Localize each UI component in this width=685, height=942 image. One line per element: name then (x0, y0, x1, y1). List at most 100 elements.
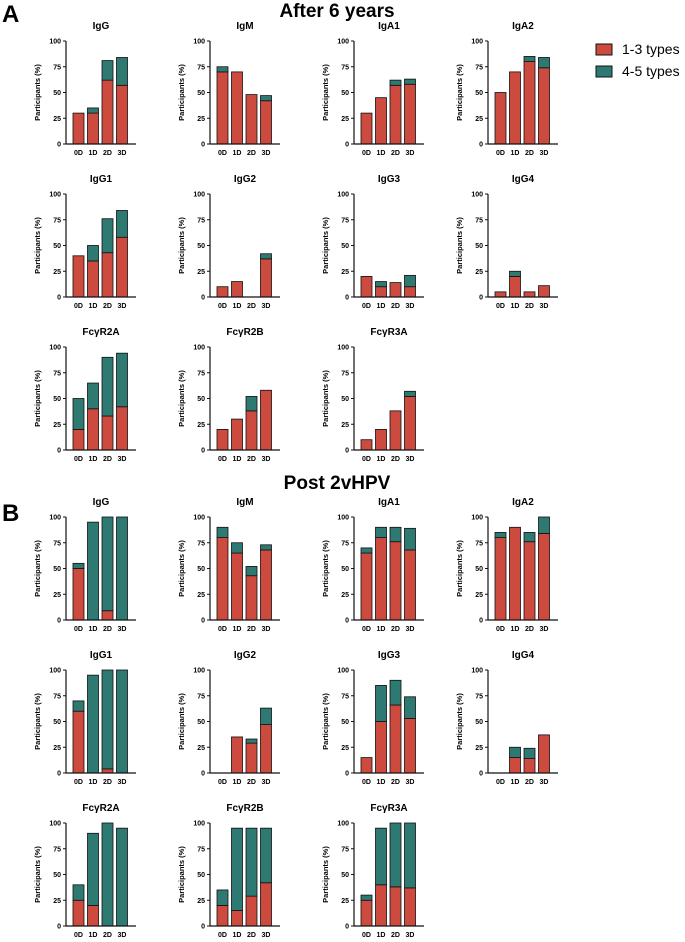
chart-after-6-years-igg-ylabel: Participants (%) (33, 64, 42, 121)
chart-after-6-years-iga1-bar-3d-1-3-types (404, 83, 416, 145)
chart-post-2vhpv-fcgr2b-ytick-label-0: 0 (201, 924, 205, 931)
panel-letter-b: B (2, 500, 19, 527)
chart-post-2vhpv-igg-bar-0d-1-3-types (72, 568, 85, 621)
chart-after-6-years-fcgr2b-ylabel: Participants (%) (177, 370, 186, 427)
legend-swatch-1-3-types (595, 43, 613, 56)
chart-after-6-years-fcgr2a-ytick-label-75: 75 (53, 370, 61, 377)
chart-post-2vhpv-igg3-title: IgG3 (378, 650, 401, 661)
chart-after-6-years-igg3-bar-3d-1-3-types (404, 286, 416, 298)
chart-after-6-years-fcgr2a-xtick-label-2d: 2D (103, 456, 112, 463)
chart-after-6-years-fcgr2a-ylabel: Participants (%) (33, 370, 42, 427)
chart-post-2vhpv-igg2-xtick-label-1d: 1D (233, 779, 242, 786)
chart-post-2vhpv-igg3-ylabel: Participants (%) (321, 693, 330, 750)
chart-post-2vhpv-fcgr2b-bar-0d-1-3-types (216, 905, 229, 927)
chart-post-2vhpv-igg2-xtick-label-2d: 2D (247, 779, 256, 786)
chart-post-2vhpv-fcgr2b-bar-3d-4-5-types (260, 827, 272, 884)
chart-after-6-years-igg4: IgG4 Participants (%) 0 25 50 75 100 0D 1D 2D 3D (455, 174, 558, 310)
chart-after-6-years-igg3-ytick-label-50: 50 (341, 243, 349, 250)
chart-after-6-years-fcgr3a-xtick-label-1d: 1D (377, 456, 386, 463)
chart-after-6-years-igg4-ytick-label-50: 50 (475, 243, 483, 250)
chart-post-2vhpv-igg2-bar-2d-1-3-types (245, 742, 258, 774)
chart-after-6-years-iga1-ytick-label-25: 25 (341, 116, 349, 123)
chart-after-6-years-igg3-xtick-label-3d: 3D (406, 303, 415, 310)
chart-after-6-years-fcgr2a-bar-3d-1-3-types (116, 406, 128, 451)
chart-after-6-years-fcgr2b-xtick-label-3d: 3D (262, 456, 271, 463)
chart-post-2vhpv-iga1-ytick-label-25: 25 (341, 592, 349, 599)
chart-after-6-years-fcgr3a-title: FcγR3A (370, 327, 407, 338)
chart-after-6-years-iga1-ytick-label-100: 100 (337, 39, 349, 46)
chart-post-2vhpv-fcgr3a-xtick-label-0d: 0D (362, 932, 371, 939)
chart-post-2vhpv-igg3-ytick-label-100: 100 (337, 668, 349, 675)
chart-post-2vhpv-fcgr2b-xtick-label-0d: 0D (218, 932, 227, 939)
chart-post-2vhpv-fcgr2a-bar-3d-4-5-types (116, 827, 128, 927)
chart-post-2vhpv-igg2-bar-2d-4-5-types (245, 738, 258, 744)
chart-after-6-years-igg2-bar-0d-1-3-types (216, 286, 229, 298)
chart-post-2vhpv-iga1-bar-3d-1-3-types (404, 549, 416, 621)
chart-after-6-years-fcgr3a-bar-0d-1-3-types (360, 439, 373, 451)
chart-after-6-years-iga2-ytick-label-100: 100 (471, 39, 483, 46)
chart-post-2vhpv-iga1-xtick-label-2d: 2D (391, 626, 400, 633)
chart-after-6-years-fcgr3a-xtick-label-3d: 3D (406, 456, 415, 463)
chart-after-6-years-fcgr3a-bar-1d-1-3-types (375, 428, 387, 451)
chart-post-2vhpv-fcgr2b-ytick-label-25: 25 (197, 898, 205, 905)
chart-post-2vhpv-igg1-ytick-label-25: 25 (53, 745, 61, 752)
chart-post-2vhpv-fcgr2a-bar-1d-1-3-types (87, 905, 99, 927)
chart-after-6-years-iga2-ylabel: Participants (%) (455, 64, 464, 121)
chart-post-2vhpv-fcgr2a-ylabel: Participants (%) (33, 846, 42, 903)
chart-after-6-years-igg3-bar-2d-1-3-types (389, 282, 402, 298)
chart-post-2vhpv-igm-bar-0d-4-5-types (216, 526, 229, 538)
chart-post-2vhpv-igg1-bar-0d-1-3-types (72, 710, 85, 774)
chart-after-6-years-igg: IgG Participants (%) 0 25 50 75 100 0D 1D 2D 3D (33, 21, 136, 157)
chart-post-2vhpv-fcgr3a-ylabel: Participants (%) (321, 846, 330, 903)
chart-post-2vhpv-igg-xtick-label-2d: 2D (103, 626, 112, 633)
chart-post-2vhpv-igg2-ytick-label-50: 50 (197, 719, 205, 726)
chart-after-6-years-igg-xtick-label-2d: 2D (103, 150, 112, 157)
chart-post-2vhpv-fcgr2b-title: FcγR2B (226, 803, 263, 814)
chart-post-2vhpv-fcgr3a: FcγR3A Participants (%) 0 25 50 75 100 0D 1D 2D 3D (321, 803, 424, 939)
chart-after-6-years-igg4-ytick-label-100: 100 (471, 192, 483, 199)
chart-post-2vhpv-igg3-xtick-label-1d: 1D (377, 779, 386, 786)
chart-post-2vhpv-fcgr2a-xtick-label-0d: 0D (74, 932, 83, 939)
chart-after-6-years-fcgr2b-xtick-label-2d: 2D (247, 456, 256, 463)
chart-after-6-years-fcgr3a-ytick-label-50: 50 (341, 396, 349, 403)
chart-post-2vhpv-igg1-ytick-label-0: 0 (57, 771, 61, 778)
chart-after-6-years-igm-title: IgM (236, 21, 253, 32)
chart-post-2vhpv-fcgr2b-bar-2d-1-3-types (245, 895, 258, 927)
chart-after-6-years-igm-bar-2d-1-3-types (245, 94, 258, 145)
chart-post-2vhpv-fcgr3a-xtick-label-3d: 3D (406, 932, 415, 939)
chart-post-2vhpv-igg-bar-3d-4-5-types (116, 516, 128, 621)
chart-after-6-years-fcgr3a-xtick-label-2d: 2D (391, 456, 400, 463)
chart-post-2vhpv-igg4-ytick-label-100: 100 (471, 668, 483, 675)
chart-after-6-years-fcgr2b-ytick-label-25: 25 (197, 422, 205, 429)
chart-post-2vhpv-igg3-xtick-label-0d: 0D (362, 779, 371, 786)
chart-after-6-years-fcgr2b-xtick-label-1d: 1D (233, 456, 242, 463)
chart-after-6-years-fcgr2a-bar-2d-4-5-types (101, 356, 114, 417)
chart-post-2vhpv-fcgr2b-bar-1d-4-5-types (231, 827, 243, 911)
chart-post-2vhpv-igg-ytick-label-25: 25 (53, 592, 61, 599)
chart-after-6-years-fcgr2b-bar-3d-1-3-types (260, 389, 272, 451)
chart-after-6-years-igg2-bar-1d-1-3-types (231, 281, 243, 298)
chart-after-6-years-igg3-title: IgG3 (378, 174, 401, 185)
chart-after-6-years-igg2-xtick-label-0d: 0D (218, 303, 227, 310)
chart-after-6-years-iga2-ytick-label-25: 25 (475, 116, 483, 123)
chart-after-6-years-igg4-xtick-label-2d: 2D (525, 303, 534, 310)
chart-after-6-years-igg2-xtick-label-2d: 2D (247, 303, 256, 310)
chart-post-2vhpv-igg-xtick-label-3d: 3D (118, 626, 127, 633)
charts-container: IgG Participants (%) 0 25 50 75 100 0D 1D 2D 3D IgM… (33, 21, 558, 939)
chart-post-2vhpv-fcgr2a-xtick-label-3d: 3D (118, 932, 127, 939)
chart-after-6-years-igg4-bar-1d-1-3-types (509, 275, 521, 298)
chart-after-6-years-igg3-ytick-label-75: 75 (341, 217, 349, 224)
chart-post-2vhpv-fcgr2b-xtick-label-3d: 3D (262, 932, 271, 939)
chart-after-6-years-igg1-ytick-label-50: 50 (53, 243, 61, 250)
chart-after-6-years-fcgr2b-bar-1d-1-3-types (231, 418, 243, 451)
chart-post-2vhpv-igg-bar-2d-1-3-types (101, 610, 114, 621)
chart-after-6-years-igm-bar-0d-1-3-types (216, 71, 229, 145)
chart-after-6-years-igg4-bar-0d-1-3-types (494, 291, 507, 298)
chart-post-2vhpv-iga2-bar-2d-1-3-types (523, 541, 536, 621)
chart-post-2vhpv-igg-bar-2d-4-5-types (101, 516, 114, 612)
chart-after-6-years-igg-bar-2d-4-5-types (101, 60, 114, 81)
chart-post-2vhpv-igg1-bar-3d-4-5-types (116, 669, 128, 774)
chart-post-2vhpv-igg2-ylabel: Participants (%) (177, 693, 186, 750)
chart-after-6-years-igg-title: IgG (93, 21, 110, 32)
chart-post-2vhpv-iga1-ytick-label-50: 50 (341, 566, 349, 573)
